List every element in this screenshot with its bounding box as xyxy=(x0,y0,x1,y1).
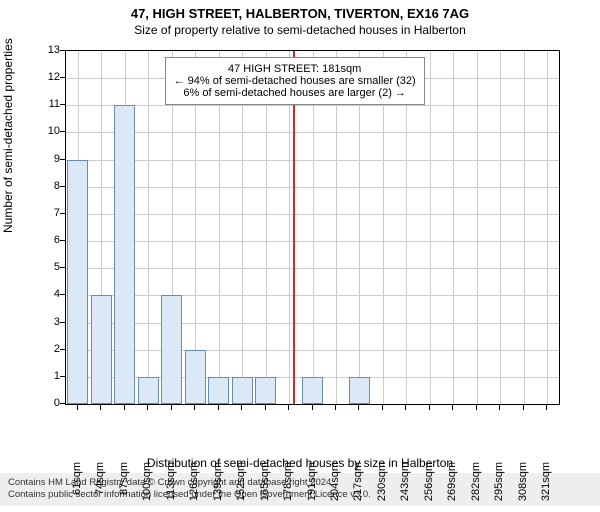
bar xyxy=(91,295,112,404)
bar xyxy=(114,105,135,404)
gridline-v xyxy=(148,51,149,404)
x-tick-mark xyxy=(452,405,453,410)
y-axis-label: Number of semi-detached properties xyxy=(1,38,15,233)
y-tick-mark xyxy=(60,186,65,187)
x-tick-label: 269sqm xyxy=(446,462,458,512)
x-tick-label: 204sqm xyxy=(329,462,341,512)
y-tick-label: 0 xyxy=(35,397,60,409)
x-tick-mark xyxy=(382,405,383,410)
y-tick-label: 5 xyxy=(35,261,60,273)
y-tick-mark xyxy=(60,159,65,160)
y-tick-label: 12 xyxy=(35,71,60,83)
x-tick-label: 139sqm xyxy=(212,462,224,512)
y-tick-label: 3 xyxy=(35,316,60,328)
y-tick-label: 1 xyxy=(35,370,60,382)
y-tick-label: 8 xyxy=(35,180,60,192)
bar xyxy=(208,377,229,404)
x-tick-label: 87sqm xyxy=(118,462,130,512)
x-tick-mark xyxy=(147,405,148,410)
x-tick-mark xyxy=(288,405,289,410)
x-tick-label: 243sqm xyxy=(399,462,411,512)
y-tick-label: 7 xyxy=(35,207,60,219)
y-tick-mark xyxy=(60,376,65,377)
y-tick-mark xyxy=(60,403,65,404)
x-tick-mark xyxy=(124,405,125,410)
annotation-line-2: 6% of semi-detached houses are larger (2… xyxy=(174,87,416,99)
gridline-v xyxy=(477,51,478,404)
y-tick-label: 2 xyxy=(35,343,60,355)
bar xyxy=(185,350,206,404)
x-tick-label: 178sqm xyxy=(282,462,294,512)
annotation-line-1: ← 94% of semi-detached houses are smalle… xyxy=(174,75,416,87)
bar xyxy=(138,377,159,404)
x-tick-label: 113sqm xyxy=(165,462,177,512)
x-tick-label: 295sqm xyxy=(493,462,505,512)
y-tick-label: 13 xyxy=(35,44,60,56)
bar xyxy=(302,377,323,404)
gridline-v xyxy=(500,51,501,404)
x-tick-mark xyxy=(476,405,477,410)
x-tick-label: 321sqm xyxy=(540,462,552,512)
y-tick-label: 4 xyxy=(35,288,60,300)
x-tick-mark xyxy=(100,405,101,410)
x-tick-mark xyxy=(218,405,219,410)
y-tick-label: 10 xyxy=(35,125,60,137)
x-tick-mark xyxy=(77,405,78,410)
y-tick-mark xyxy=(60,77,65,78)
gridline-v xyxy=(453,51,454,404)
x-tick-mark xyxy=(171,405,172,410)
bar xyxy=(232,377,253,404)
gridline-v xyxy=(524,51,525,404)
x-tick-mark xyxy=(358,405,359,410)
y-tick-mark xyxy=(60,131,65,132)
annotation-box: 47 HIGH STREET: 181sqm← 94% of semi-deta… xyxy=(165,57,425,105)
x-axis-label: Distribution of semi-detached houses by … xyxy=(0,456,600,470)
y-tick-label: 9 xyxy=(35,153,60,165)
x-tick-mark xyxy=(335,405,336,410)
x-tick-label: 74sqm xyxy=(94,462,106,512)
x-tick-mark xyxy=(312,405,313,410)
x-tick-label: 230sqm xyxy=(376,462,388,512)
annotation-title: 47 HIGH STREET: 181sqm xyxy=(174,63,416,75)
y-tick-mark xyxy=(60,240,65,241)
x-tick-label: 256sqm xyxy=(423,462,435,512)
x-tick-mark xyxy=(241,405,242,410)
chart-title-main: 47, HIGH STREET, HALBERTON, TIVERTON, EX… xyxy=(0,6,600,21)
y-tick-mark xyxy=(60,50,65,51)
x-tick-mark xyxy=(405,405,406,410)
y-tick-label: 11 xyxy=(35,98,60,110)
y-tick-mark xyxy=(60,213,65,214)
x-tick-label: 217sqm xyxy=(352,462,364,512)
bar xyxy=(349,377,370,404)
x-tick-label: 191sqm xyxy=(306,462,318,512)
x-tick-label: 165sqm xyxy=(259,462,271,512)
bar xyxy=(161,295,182,404)
x-tick-label: 100sqm xyxy=(141,462,153,512)
x-tick-mark xyxy=(546,405,547,410)
x-tick-mark xyxy=(265,405,266,410)
y-tick-label: 6 xyxy=(35,234,60,246)
y-tick-mark xyxy=(60,267,65,268)
gridline-v xyxy=(547,51,548,404)
plot-area: 47 HIGH STREET: 181sqm← 94% of semi-deta… xyxy=(65,50,560,405)
y-tick-mark xyxy=(60,294,65,295)
gridline-v xyxy=(430,51,431,404)
bar xyxy=(67,160,88,404)
x-tick-mark xyxy=(429,405,430,410)
x-tick-mark xyxy=(194,405,195,410)
x-tick-label: 282sqm xyxy=(470,462,482,512)
y-tick-mark xyxy=(60,104,65,105)
x-tick-label: 152sqm xyxy=(235,462,247,512)
x-tick-label: 308sqm xyxy=(517,462,529,512)
y-tick-mark xyxy=(60,349,65,350)
x-tick-label: 61sqm xyxy=(71,462,83,512)
x-tick-mark xyxy=(499,405,500,410)
bar xyxy=(255,377,276,404)
x-tick-mark xyxy=(523,405,524,410)
footer: Contains HM Land Registry data © Crown c… xyxy=(0,473,600,506)
x-tick-label: 126sqm xyxy=(188,462,200,512)
y-tick-mark xyxy=(60,322,65,323)
chart-title-sub: Size of property relative to semi-detach… xyxy=(0,23,600,37)
